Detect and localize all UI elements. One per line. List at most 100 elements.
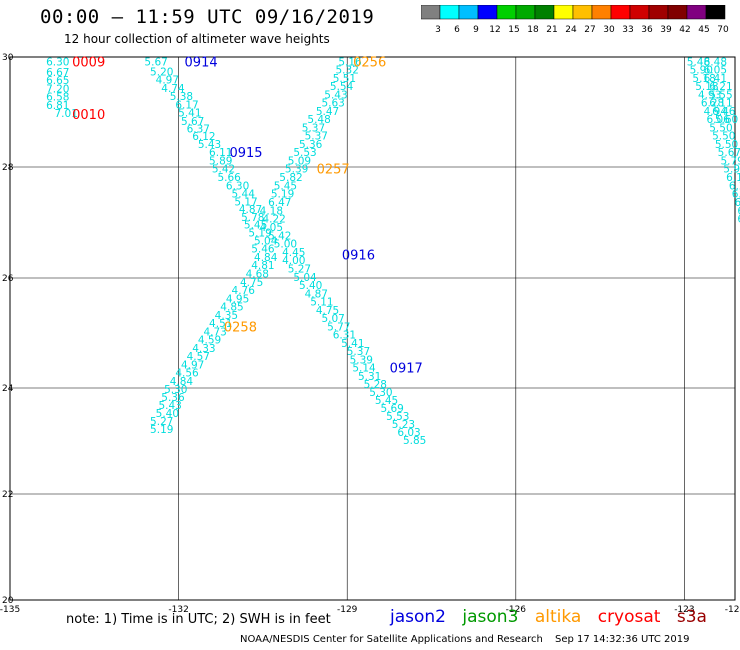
wave-height-point: 5.40	[156, 408, 179, 420]
wave-height-point: 5.19	[271, 189, 294, 201]
wave-height-point: 5.77	[327, 321, 350, 333]
x-tick-label: -135	[0, 605, 20, 615]
wave-height-point: 4.22	[262, 214, 285, 226]
wave-height-point: 6.47	[268, 197, 291, 209]
wave-height-point: 5.31	[358, 371, 381, 383]
colorbar-label: 15	[508, 25, 519, 35]
wave-height-point: 5.30	[369, 387, 392, 399]
wave-height-point: 5.67	[144, 56, 167, 68]
colorbar-label: 21	[546, 25, 557, 35]
wave-height-point: 5.43	[324, 89, 347, 101]
wave-height-point: 6.11	[709, 98, 732, 110]
wave-height-point: 4.81	[251, 260, 274, 272]
wave-height-point: 5.40	[299, 280, 322, 292]
wave-height-point: 5.37	[347, 346, 370, 358]
wave-height-point: 4.95	[226, 293, 249, 305]
colorbar-label: 9	[473, 25, 479, 35]
wave-height-point: 5.42	[268, 230, 291, 242]
pass-time-label: 0916	[342, 249, 375, 264]
grid-lines	[9, 56, 736, 601]
pass-time-label: 0917	[390, 362, 423, 377]
wave-height-point: 5.90	[690, 65, 713, 77]
pass-time-label: 0010	[72, 108, 105, 123]
wave-height-point: 5.14	[352, 363, 376, 375]
legend-jason2: jason2	[390, 607, 446, 627]
wave-height-point: 4.05	[260, 222, 283, 234]
credit-text: NOAA/NESDIS Center for Satellite Applica…	[240, 634, 543, 645]
legend-s3a: s3a	[676, 607, 707, 627]
wave-height-point: 5.39	[350, 354, 373, 366]
wave-height-point: 5.36	[299, 139, 323, 151]
x-tick-label: -129	[337, 605, 358, 615]
wave-height-point: 4.73	[203, 326, 226, 338]
wave-height-point: 6.17	[726, 172, 740, 184]
legend-jason3: jason3	[462, 607, 519, 627]
y-tick-label: 22	[2, 490, 13, 500]
wave-height-point: 5.19	[248, 227, 271, 239]
wave-height-point: 5.79	[720, 155, 740, 167]
wave-height-point: 4.84	[254, 252, 278, 264]
wave-height-point: 6.11	[209, 147, 232, 159]
colorbar-label: 12	[489, 25, 500, 35]
wave-height-point: 6.58	[46, 92, 69, 104]
legend-cryosat: cryosat	[597, 607, 661, 627]
wave-height-point: 5.50	[715, 139, 738, 151]
wave-height-point: 5.27	[288, 264, 311, 276]
page-title: 00:00 – 11:59 UTC 09/16/2019	[40, 6, 375, 28]
wave-height-point: 5.37	[302, 122, 325, 134]
wave-height-point: 6.03	[397, 427, 420, 439]
wave-height-point: 5.98	[723, 164, 740, 176]
wave-height-point: 6.05	[704, 65, 727, 77]
wave-height-point: 4.51	[209, 318, 232, 330]
y-tick-label: 28	[2, 163, 14, 173]
wave-height-point: 5.50	[712, 131, 735, 143]
pass-time-label: 0258	[224, 320, 257, 335]
wave-height-point: 6.30	[735, 197, 740, 209]
wave-height-point: 5.07	[321, 313, 344, 325]
wave-height-point: 5.46	[251, 244, 275, 256]
y-tick-label: 20	[2, 596, 14, 606]
wave-height-point: 4.87	[305, 288, 328, 300]
wave-height-point: 4.97	[181, 359, 204, 371]
wave-height-point: 6.48	[704, 56, 727, 68]
wave-height-point: 5.17	[234, 196, 257, 208]
wave-height-point: 6.21	[709, 81, 732, 93]
pass-time-label: 0009	[72, 55, 105, 70]
wave-height-point: 5.11	[310, 297, 333, 309]
wave-height-point: 6.65	[46, 75, 69, 87]
wave-height-point: 5.41	[341, 338, 364, 350]
wave-height-point: 6.50	[737, 214, 740, 226]
footer-note: note: 1) Time is in UTC; 2) SWH is in fe…	[66, 612, 331, 627]
wave-height-point: 5.78	[241, 212, 264, 224]
colorbar-label: 30	[603, 25, 615, 35]
colorbar-label: 6	[454, 25, 460, 35]
wave-height-point: 6.31	[333, 330, 356, 342]
wave-height-point: 5.27	[150, 416, 173, 428]
wave-height-point: 5.89	[209, 155, 232, 167]
wave-height-point: 5.82	[279, 172, 302, 184]
colorbar-label: 27	[584, 25, 595, 35]
wave-height-point: 4.74	[161, 83, 185, 95]
wave-height-point: 5.04	[293, 272, 317, 284]
axis-ticks: -135 -132 -129 -126 -123 -124 30 28 26 24 22 20	[0, 53, 740, 615]
colorbar-swatch	[705, 5, 726, 20]
generated-timestamp: Sep 17 14:32:36 UTC 2019	[555, 634, 690, 645]
wave-height-point: 6.46	[712, 106, 736, 118]
colorbar-label: 33	[622, 25, 633, 35]
wave-height-point: 5.42	[212, 164, 235, 176]
wave-height-point: 5.04	[254, 235, 278, 247]
wave-height-point: 5.32	[336, 65, 359, 77]
pass-time-label: 0256	[353, 55, 386, 70]
wave-height-point: 5.00	[274, 239, 297, 251]
wave-height-point: 5.43	[158, 400, 181, 412]
wave-height-point: 5.28	[364, 379, 387, 391]
wave-height-point: 4.76	[232, 285, 256, 297]
wave-height-point: 5.36	[161, 392, 185, 404]
wave-height-point: 4.56	[175, 368, 199, 380]
wave-height-point: 5.38	[170, 91, 193, 103]
wave-height-point: 4.93	[698, 89, 721, 101]
colorbar-label: 3	[435, 25, 441, 35]
colorbar-label: 45	[698, 25, 709, 35]
wave-height-point: 6.38	[737, 205, 740, 217]
